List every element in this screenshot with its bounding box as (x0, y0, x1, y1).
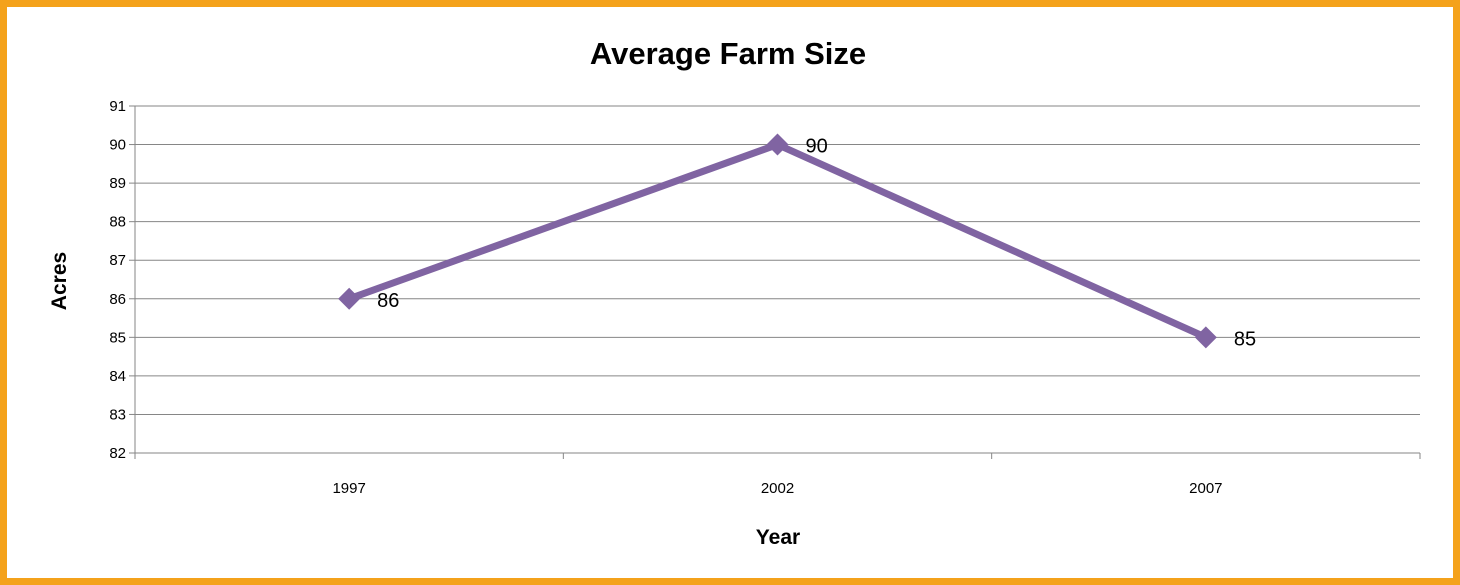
gridlines (135, 105, 1420, 415)
y-tick-label: 91 (109, 98, 126, 115)
y-tick-label: 84 (109, 368, 126, 385)
y-tick-labels: 82 83 84 85 86 87 88 89 90 91 (109, 98, 126, 462)
axes (129, 105, 1421, 459)
y-tick-label: 87 (109, 252, 126, 269)
data-label: 90 (806, 136, 828, 158)
y-tick-label: 83 (109, 406, 126, 423)
y-tick-label: 90 (109, 137, 126, 154)
x-tick-label: 2002 (761, 480, 794, 497)
chart-title: Average Farm Size (590, 36, 866, 71)
data-point-marker (1194, 326, 1217, 349)
x-tick-label: 2007 (1189, 480, 1222, 497)
x-tick-label: 1997 (332, 480, 365, 497)
y-tick-label: 85 (109, 329, 126, 346)
y-axis-title: Acres (48, 252, 71, 310)
series-layer (338, 133, 1217, 349)
series-line (345, 141, 1210, 341)
data-label: 86 (377, 290, 399, 312)
y-tick-label: 86 (109, 291, 126, 308)
x-axis-title: Year (756, 526, 800, 549)
data-point-marker (766, 133, 789, 156)
data-label: 85 (1234, 328, 1256, 350)
data-point-marker (338, 287, 361, 310)
y-tick-label: 89 (109, 175, 126, 192)
y-tick-label: 88 (109, 214, 126, 231)
y-tick-label: 82 (109, 445, 126, 462)
data-labels: 86 90 85 (377, 136, 1256, 351)
x-tick-labels: 1997 2002 2007 (332, 480, 1222, 497)
